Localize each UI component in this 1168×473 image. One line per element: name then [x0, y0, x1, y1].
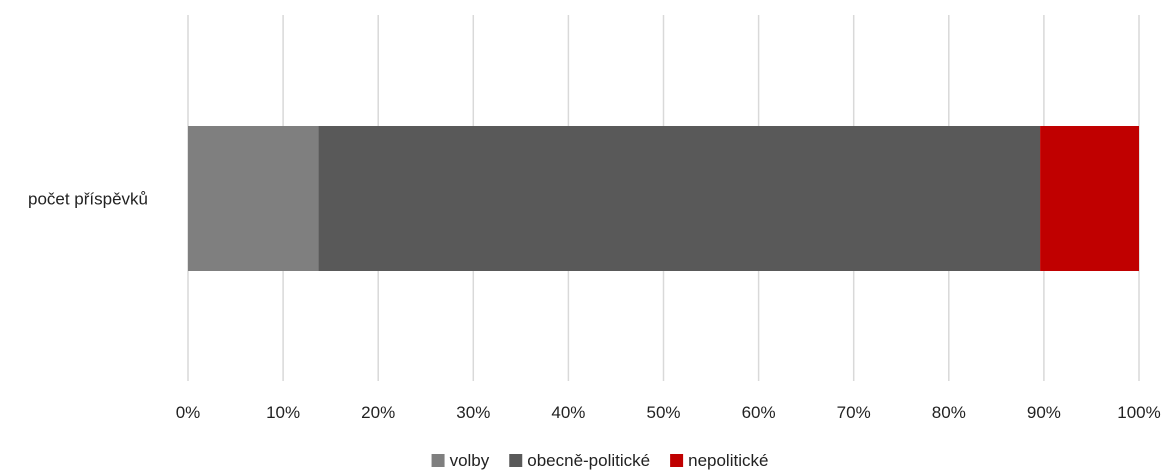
legend-swatch: [431, 454, 445, 467]
x-tick-label: 100%: [1117, 403, 1160, 422]
legend-swatch: [670, 454, 684, 467]
bar-segment: [188, 126, 319, 271]
x-tick-label: 20%: [361, 403, 395, 422]
bar-segment: [1040, 126, 1139, 271]
x-tick-label: 0%: [176, 403, 201, 422]
x-tick-label: 50%: [646, 403, 680, 422]
x-tick-label: 60%: [742, 403, 776, 422]
legend-label: obecně-politické: [527, 451, 650, 470]
x-tick-label: 30%: [456, 403, 490, 422]
tick-labels: 0% 10% 20% 30% 40% 50% 60% 70% 80% 90% 100%: [176, 403, 1161, 422]
category-labels: počet příspěvků: [28, 190, 148, 209]
bars: [188, 126, 1139, 271]
legend: volby obecně-politické nepolitické: [431, 451, 768, 470]
x-tick-label: 10%: [266, 403, 300, 422]
legend-label: nepolitické: [688, 451, 768, 470]
x-tick-label: 40%: [551, 403, 585, 422]
legend-swatch: [509, 454, 523, 467]
x-tick-label: 90%: [1027, 403, 1061, 422]
x-tick-label: 70%: [837, 403, 871, 422]
bar-segment: [318, 126, 1041, 271]
category-label: počet příspěvků: [28, 190, 148, 209]
x-tick-label: 80%: [932, 403, 966, 422]
legend-label: volby: [450, 451, 490, 470]
